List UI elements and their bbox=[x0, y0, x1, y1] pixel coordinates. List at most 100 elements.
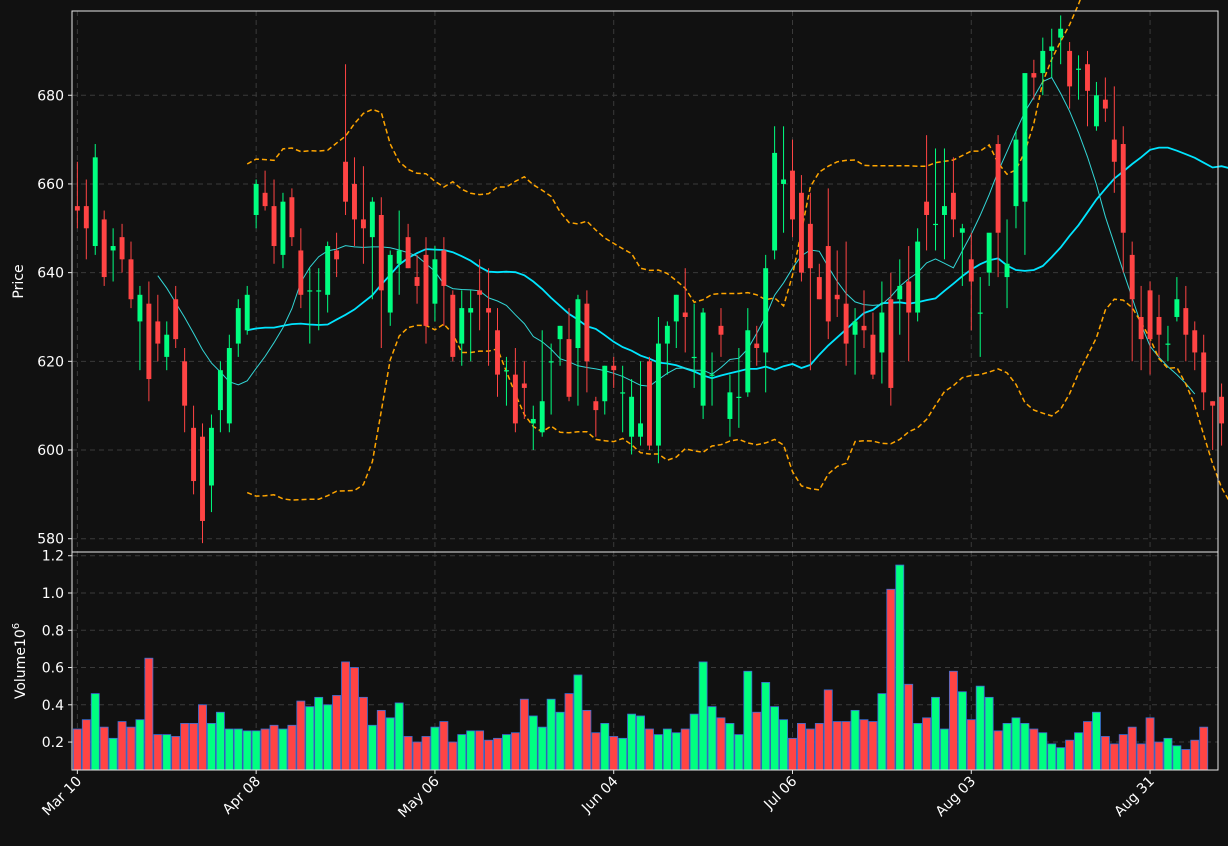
volume-bar bbox=[367, 724, 377, 771]
candle-body bbox=[807, 223, 813, 269]
candle-body bbox=[486, 308, 492, 313]
volume-bar bbox=[439, 721, 449, 771]
volume-bar bbox=[1181, 749, 1191, 771]
volume-bar bbox=[1074, 732, 1083, 771]
candle-body bbox=[414, 277, 420, 286]
candle-body bbox=[164, 334, 170, 357]
candle-body bbox=[191, 427, 197, 482]
volume-bar bbox=[466, 730, 476, 771]
volume-bar bbox=[1199, 726, 1209, 771]
volume-bar bbox=[1092, 711, 1101, 771]
candle-body bbox=[253, 183, 259, 215]
volume-bar bbox=[1083, 721, 1092, 771]
candle-body bbox=[933, 223, 938, 226]
bollinger-bands bbox=[246, 0, 1228, 501]
bollinger-upper-band bbox=[246, 0, 1081, 308]
volume-bar bbox=[940, 728, 949, 771]
volume-bar bbox=[975, 685, 985, 771]
volume-scale-exponent: 6 bbox=[11, 623, 22, 629]
candle-body bbox=[200, 436, 205, 521]
volume-bar bbox=[198, 704, 207, 771]
volume-y-tick-label: 0.2 bbox=[42, 735, 64, 751]
volume-bar bbox=[600, 723, 610, 771]
volume-bar bbox=[269, 724, 279, 771]
candle-body bbox=[977, 312, 983, 314]
candle-body bbox=[575, 299, 581, 349]
candle-body bbox=[539, 401, 545, 433]
candle-body bbox=[128, 259, 134, 300]
volume-panel-frame bbox=[71, 551, 1219, 771]
volume-bar bbox=[814, 723, 824, 771]
candle-body bbox=[843, 303, 849, 344]
volume-bar bbox=[207, 723, 216, 771]
price-panel: 580 600 620 640 660 680 Price bbox=[11, 0, 1228, 553]
price-axis-label: Price bbox=[11, 264, 27, 298]
candle-body bbox=[477, 290, 483, 295]
candle-body bbox=[173, 299, 179, 340]
volume-bar bbox=[358, 696, 368, 771]
volume-y-tick-label: 0.4 bbox=[42, 698, 64, 714]
candle-body bbox=[334, 250, 340, 260]
candle-body bbox=[834, 294, 840, 300]
volume-bar bbox=[564, 693, 574, 771]
volume-bar bbox=[457, 734, 467, 771]
candle-body bbox=[1165, 343, 1171, 345]
volume-bar bbox=[823, 689, 833, 771]
volume-bar bbox=[1020, 723, 1030, 771]
candle-body bbox=[459, 308, 465, 344]
volume-bar bbox=[582, 709, 592, 771]
candle-body bbox=[110, 246, 116, 251]
volume-bar bbox=[636, 715, 645, 771]
volume-bar bbox=[1065, 739, 1075, 771]
volume-bar bbox=[662, 728, 672, 771]
candle-body bbox=[182, 361, 188, 406]
candle-body bbox=[378, 214, 384, 291]
volume-axis-label: Volume106 bbox=[11, 623, 29, 699]
candle-body bbox=[360, 219, 366, 229]
volume-bar bbox=[323, 704, 333, 771]
volume-bar bbox=[1047, 743, 1057, 771]
candle-body bbox=[593, 401, 599, 411]
candle-body bbox=[655, 343, 661, 446]
volume-bar bbox=[957, 691, 967, 771]
volume-bar bbox=[278, 728, 288, 771]
candle-body bbox=[691, 356, 697, 359]
volume-axis-label-text: Volume bbox=[13, 647, 29, 699]
volume-bar bbox=[332, 695, 342, 771]
volume-bar bbox=[1002, 723, 1012, 771]
candle-body bbox=[1120, 144, 1126, 233]
candle-body bbox=[1076, 68, 1082, 70]
volume-bar bbox=[1011, 717, 1021, 771]
volume-bar bbox=[394, 702, 404, 771]
candle-body bbox=[289, 197, 295, 238]
candle-body bbox=[1049, 46, 1055, 51]
candlesticks bbox=[74, 15, 1225, 544]
volume-bar bbox=[573, 674, 583, 771]
volume-bar bbox=[948, 670, 958, 771]
volume-bar bbox=[287, 724, 297, 771]
candle-body bbox=[1129, 254, 1135, 300]
volume-bar bbox=[627, 713, 637, 771]
volume-bar bbox=[1056, 747, 1066, 771]
volume-bar bbox=[519, 698, 529, 771]
candle-body bbox=[906, 281, 912, 313]
volume-bar bbox=[1029, 728, 1039, 771]
volume-bar bbox=[350, 667, 359, 771]
candle-body bbox=[119, 237, 125, 260]
volume-bar bbox=[850, 709, 860, 771]
candle-body bbox=[271, 206, 277, 247]
candle-body bbox=[763, 268, 769, 353]
candle-body bbox=[995, 144, 1001, 233]
candle-body bbox=[226, 348, 232, 424]
volume-bar bbox=[895, 564, 905, 771]
volume-bar bbox=[403, 736, 413, 771]
volume-bars bbox=[72, 564, 1209, 771]
volume-bar bbox=[493, 737, 502, 771]
volume-bar bbox=[448, 741, 458, 771]
candle-body bbox=[1210, 401, 1216, 406]
volume-bar bbox=[314, 696, 324, 771]
candle-body bbox=[1040, 50, 1046, 74]
volume-bar bbox=[680, 728, 690, 771]
volume-bar bbox=[984, 696, 994, 771]
